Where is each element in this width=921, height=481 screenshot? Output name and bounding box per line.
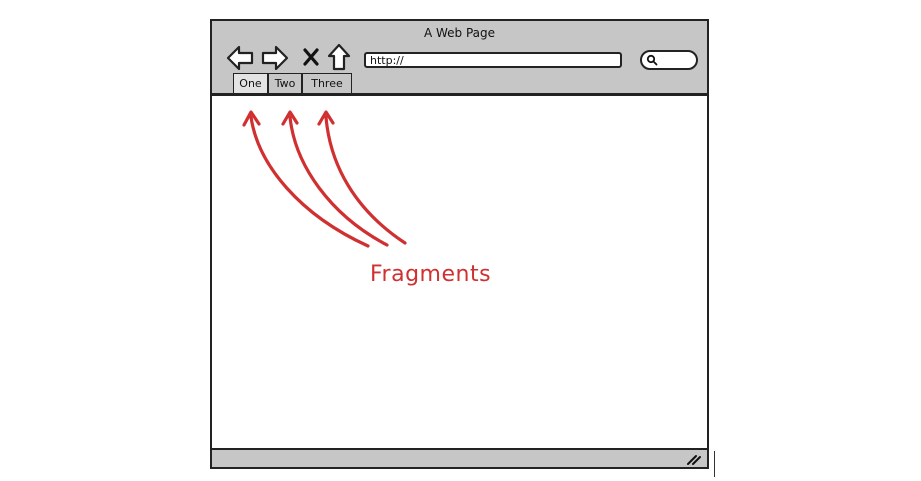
tab-label: Three (311, 77, 343, 90)
page-content (212, 96, 707, 448)
arrowhead-tab-three (317, 110, 335, 126)
url-bar[interactable]: http:// (364, 52, 622, 68)
tab-three[interactable]: Three (302, 73, 352, 93)
tab-two[interactable]: Two (268, 73, 302, 93)
browser-window: A Web Page http:// One (210, 19, 709, 469)
resize-grip-icon[interactable] (685, 453, 701, 465)
home-icon[interactable] (327, 43, 351, 71)
back-arrow-icon[interactable] (226, 45, 254, 71)
tab-label: One (239, 77, 262, 90)
stop-icon[interactable] (303, 47, 319, 67)
window-edge-line (714, 451, 715, 477)
arrow-to-tab-one (249, 115, 370, 248)
forward-arrow-icon[interactable] (261, 45, 289, 71)
tab-one[interactable]: One (233, 73, 268, 93)
arrow-to-tab-two (288, 115, 389, 247)
tab-divider (212, 93, 707, 96)
browser-toolbar: A Web Page http:// One (212, 21, 707, 96)
search-icon (646, 54, 658, 66)
arrowhead-tab-two (281, 110, 299, 126)
arrow-to-tab-three (324, 115, 407, 245)
fragments-label: Fragments (370, 262, 492, 287)
search-box[interactable] (640, 50, 698, 70)
url-text: http:// (370, 54, 404, 67)
status-bar (212, 448, 707, 467)
tab-label: Two (274, 77, 296, 90)
arrowhead-tab-one (242, 110, 261, 127)
window-title: A Web Page (423, 26, 496, 40)
